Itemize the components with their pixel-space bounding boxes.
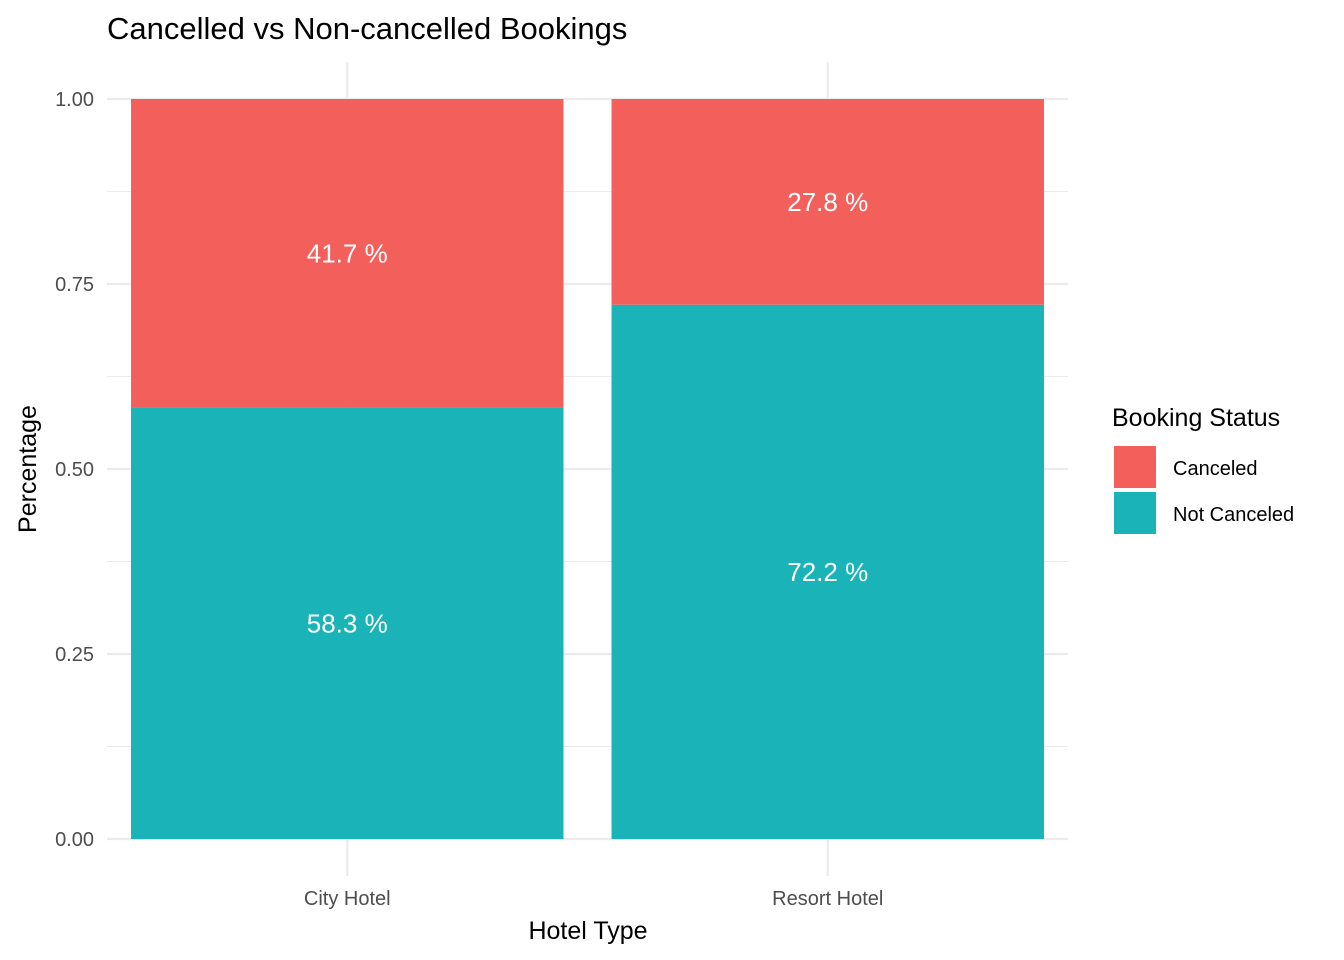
bar-segment [611, 99, 1044, 305]
chart-title: Cancelled vs Non-cancelled Bookings [107, 11, 627, 46]
bar-value-label: 41.7 % [307, 238, 388, 268]
y-axis-title: Percentage [14, 405, 42, 533]
y-tick-label: 0.00 [55, 829, 94, 851]
x-axis-title: Hotel Type [528, 917, 647, 945]
bar-value-label: 72.2 % [787, 557, 868, 587]
legend-items: Canceled Not Canceled [1114, 446, 1294, 534]
y-tick-label: 0.75 [55, 274, 94, 296]
legend-swatch [1114, 492, 1156, 534]
y-axis-ticks: 0.00 0.25 0.50 0.75 1.00 [55, 89, 94, 851]
y-tick-label: 0.25 [55, 644, 94, 666]
bar-segment [131, 99, 564, 408]
x-tick-label: City Hotel [304, 888, 391, 910]
bars [131, 99, 1044, 840]
x-tick-label: Resort Hotel [772, 888, 883, 910]
x-axis-ticks: City Hotel Resort Hotel [304, 888, 883, 910]
legend: Booking Status Canceled Not Canceled [1112, 404, 1294, 534]
bar-value-label: 58.3 % [307, 608, 388, 638]
legend-swatch [1114, 446, 1156, 488]
legend-label: Canceled [1173, 458, 1258, 480]
legend-title: Booking Status [1112, 404, 1280, 432]
y-tick-label: 1.00 [55, 89, 94, 111]
bar-value-label: 27.8 % [787, 187, 868, 217]
bar-labels: 58.3 % 41.7 % 72.2 % 27.8 % [307, 187, 868, 638]
y-tick-label: 0.50 [55, 459, 94, 481]
legend-label: Not Canceled [1173, 504, 1294, 526]
bar-segment [611, 304, 1044, 840]
bar-segment [131, 407, 564, 839]
